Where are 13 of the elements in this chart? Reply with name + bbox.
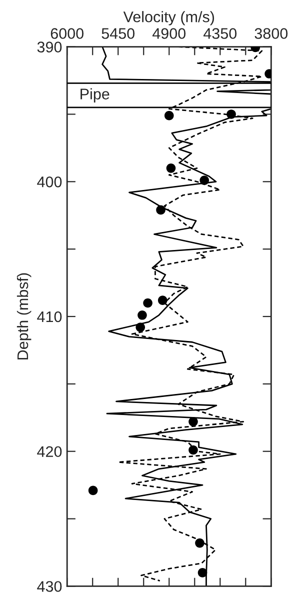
y-axis-title: Depth (mbsf) bbox=[16, 273, 32, 360]
y-tick-label: 430 bbox=[37, 581, 62, 592]
y-tick-label: 400 bbox=[37, 176, 62, 188]
y-tick-label: 390 bbox=[37, 42, 62, 52]
x-tick-label: 4900 bbox=[152, 28, 186, 39]
x-tick-label: 6000 bbox=[50, 28, 84, 39]
x-tick-label: 4350 bbox=[203, 28, 237, 39]
x-axis-title: Velocity (m/s) bbox=[123, 11, 214, 26]
annotation: Pipe bbox=[80, 88, 110, 102]
x-tick-label: 3800 bbox=[254, 28, 288, 39]
y-tick-label: 420 bbox=[37, 446, 62, 458]
x-tick-label: 5450 bbox=[102, 28, 135, 39]
y-tick-label: 410 bbox=[37, 311, 62, 322]
